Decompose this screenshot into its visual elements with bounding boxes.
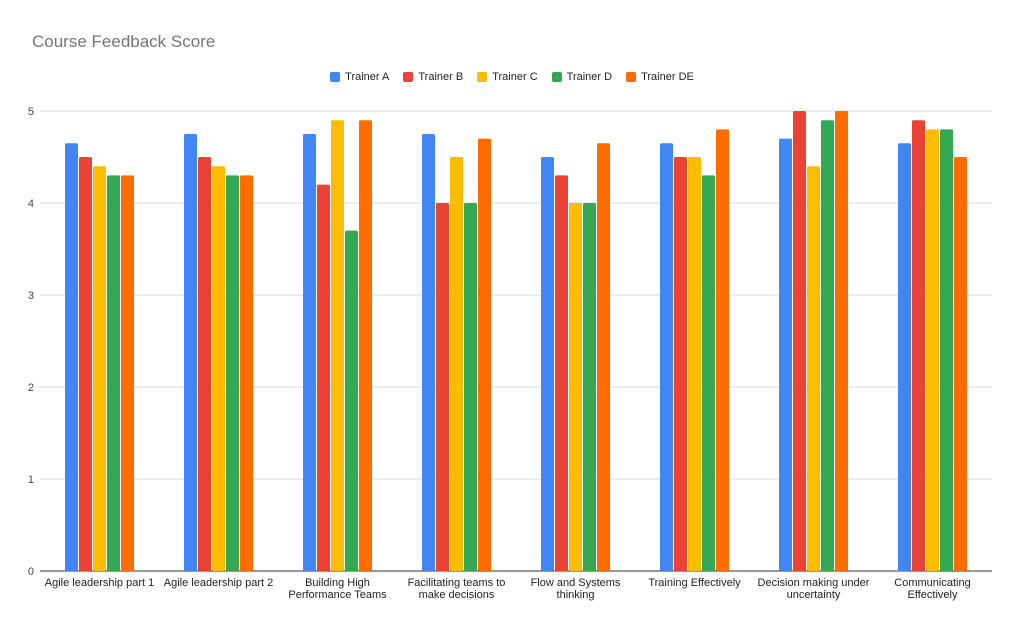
chart-title: Course Feedback Score — [32, 32, 216, 51]
bar-trainer-b — [79, 157, 92, 571]
bar-trainer-de — [835, 111, 848, 571]
legend-item[interactable]: Trainer DE — [626, 71, 694, 83]
bar-trainer-c — [212, 166, 225, 571]
x-tick-label: Building High — [305, 577, 370, 589]
bar-trainer-b — [198, 157, 211, 571]
bar-trainer-d — [345, 230, 358, 571]
bar-trainer-d — [107, 175, 120, 571]
legend-label: Trainer B — [418, 71, 464, 83]
legend-swatch — [626, 72, 637, 82]
bar-trainer-c — [450, 157, 463, 571]
legend-label: Trainer A — [345, 71, 390, 83]
x-tick-label: Communicating — [894, 577, 970, 589]
bar-trainer-a — [65, 143, 78, 571]
bar-trainer-a — [303, 134, 316, 571]
legend-item[interactable]: Trainer D — [551, 71, 613, 83]
bar-trainer-c — [926, 129, 939, 571]
x-tick-label: make decisions — [419, 589, 495, 601]
legend-swatch — [403, 72, 414, 82]
bar-trainer-b — [317, 184, 330, 571]
bar-trainer-a — [779, 138, 792, 571]
x-tick-label: Facilitating teams to — [408, 577, 506, 589]
y-tick-label: 3 — [28, 290, 34, 302]
bar-trainer-c — [807, 166, 820, 571]
y-tick-label: 1 — [28, 474, 34, 486]
x-tick-label: Performance Teams — [288, 589, 387, 601]
y-tick-label: 5 — [28, 106, 34, 118]
x-tick-label: uncertainty — [787, 589, 841, 601]
bar-trainer-de — [240, 175, 253, 571]
x-tick-label: Decision making under — [758, 577, 870, 589]
legend-item[interactable]: Trainer B — [403, 71, 463, 83]
legend-label: Trainer DE — [641, 71, 694, 83]
x-tick-label: Effectively — [908, 589, 958, 601]
x-tick-label: Flow and Systems — [531, 577, 621, 589]
legend-item[interactable]: Trainer C — [477, 71, 538, 83]
bar-trainer-c — [331, 120, 344, 571]
y-tick-label: 2 — [28, 382, 34, 394]
legend-swatch — [330, 72, 341, 82]
y-tick-label: 0 — [28, 566, 34, 578]
bar-trainer-d — [583, 203, 596, 571]
x-tick-label: Training Effectively — [648, 577, 741, 589]
legend-item[interactable]: Trainer A — [330, 71, 389, 83]
x-tick-label: Agile leadership part 1 — [45, 577, 154, 589]
legend-swatch — [551, 72, 562, 82]
bar-trainer-c — [688, 157, 701, 571]
legend: Trainer A Trainer B Trainer C Trainer D Trai… — [0, 71, 1024, 83]
bar-trainer-a — [184, 134, 197, 571]
bar-trainer-d — [464, 203, 477, 571]
bar-trainer-b — [793, 111, 806, 571]
bar-trainer-c — [569, 203, 582, 571]
bar-trainer-b — [912, 120, 925, 571]
bar-trainer-de — [954, 157, 967, 571]
legend-swatch — [477, 72, 488, 82]
x-tick-label: Agile leadership part 2 — [164, 577, 273, 589]
bar-trainer-d — [821, 120, 834, 571]
bar-trainer-de — [121, 175, 134, 571]
bar-trainer-a — [541, 157, 554, 571]
bar-trainer-de — [716, 129, 729, 571]
bar-trainer-d — [940, 129, 953, 571]
bar-trainer-a — [422, 134, 435, 571]
legend-label: Trainer D — [566, 71, 613, 83]
bar-trainer-de — [597, 143, 610, 571]
bar-trainer-c — [93, 166, 106, 571]
bar-trainer-de — [478, 138, 491, 571]
y-tick-label: 4 — [28, 198, 34, 210]
bar-trainer-b — [436, 203, 449, 571]
legend-label: Trainer C — [492, 71, 538, 83]
bar-trainer-de — [359, 120, 372, 571]
bar-trainer-a — [898, 143, 911, 571]
bar-trainer-d — [226, 175, 239, 571]
bar-trainer-b — [555, 175, 568, 571]
bar-trainer-b — [674, 157, 687, 571]
bar-trainer-a — [660, 143, 673, 571]
bar-trainer-d — [702, 175, 715, 571]
x-tick-label: thinking — [557, 589, 595, 601]
